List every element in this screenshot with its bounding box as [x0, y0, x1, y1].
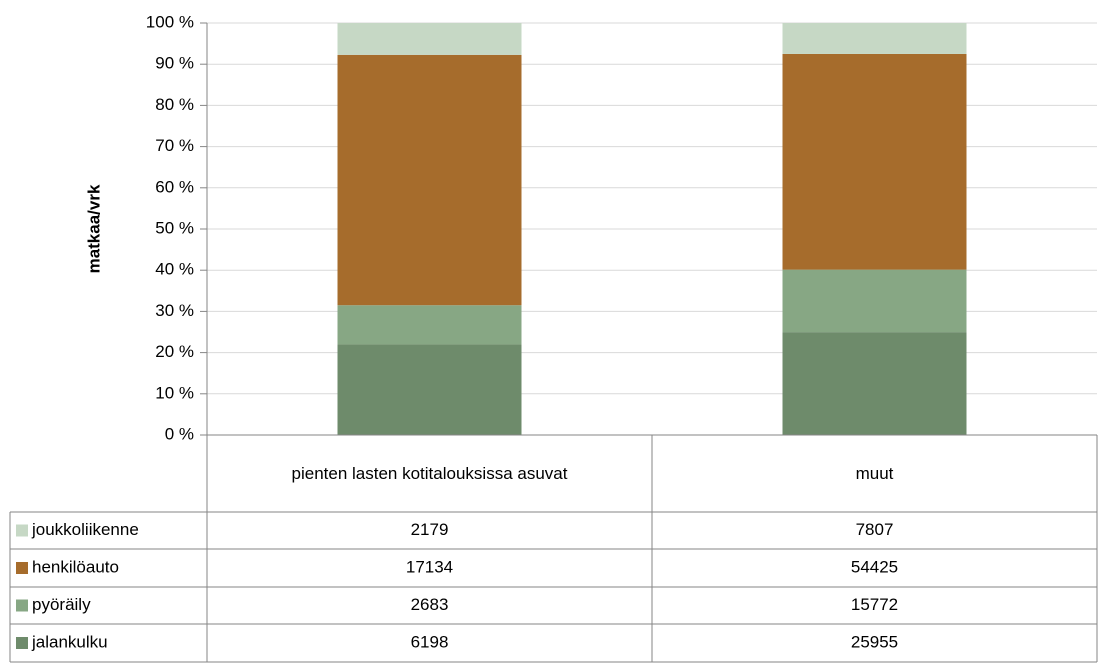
x-tick-label: muut	[855, 463, 894, 483]
table-value: 2179	[411, 520, 449, 539]
category-cell: pienten lasten kotitalouksissa asuvat	[291, 463, 568, 483]
bar-segment	[337, 344, 522, 435]
legend-swatch	[16, 599, 28, 612]
bar-segment	[337, 23, 522, 55]
y-axis-label: matkaa/vrk	[84, 184, 103, 273]
table-value: 17134	[406, 557, 453, 576]
y-tick-label: 30 %	[155, 301, 194, 320]
legend-label: henkilöauto	[32, 557, 119, 576]
y-tick-label: 20 %	[155, 342, 194, 361]
legend-swatch	[16, 637, 28, 649]
legend-label: jalankulku	[31, 632, 108, 651]
y-tick-label: 80 %	[155, 95, 194, 114]
bar-segment	[782, 269, 967, 333]
table-value: 15772	[851, 595, 898, 614]
table-value: 54425	[851, 557, 898, 576]
y-tick-label: 40 %	[155, 260, 194, 279]
table-value: 7807	[856, 520, 894, 539]
bar-segment	[782, 332, 967, 435]
table-value: 6198	[411, 632, 449, 651]
bar-segment	[782, 23, 967, 54]
y-tick-label: 10 %	[155, 383, 194, 402]
table-value: 25955	[851, 632, 898, 651]
legend-swatch	[16, 524, 28, 537]
y-tick-label: 90 %	[155, 54, 194, 73]
y-tick-label: 60 %	[155, 177, 194, 196]
y-tick-label: 70 %	[155, 136, 194, 155]
legend-label: joukkoliikenne	[31, 520, 139, 539]
bar-segment	[782, 53, 967, 270]
legend-swatch	[16, 562, 28, 574]
x-tick-label: pienten lasten kotitalouksissa asuvat	[291, 463, 568, 483]
bar-segment	[337, 305, 522, 345]
bar-segment	[337, 54, 522, 306]
category-cell: muut	[855, 463, 894, 483]
legend-label: pyöräily	[32, 595, 91, 614]
y-tick-label: 100 %	[146, 12, 194, 31]
table-value: 2683	[411, 595, 449, 614]
y-tick-label: 50 %	[155, 218, 194, 237]
y-tick-label: 0 %	[165, 424, 194, 443]
